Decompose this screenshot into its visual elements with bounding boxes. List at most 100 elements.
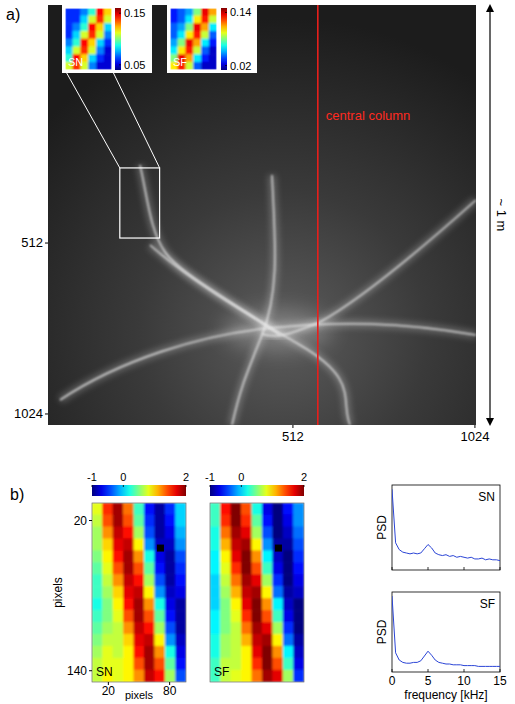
heatmap-cell	[293, 550, 304, 563]
colorbar-tick	[119, 64, 121, 65]
heatmap-cell	[165, 586, 176, 599]
y-tick-label: 1024	[14, 406, 43, 421]
colorbar-label: 0.05	[124, 59, 145, 71]
heatmap-cell	[65, 31, 73, 39]
heatmap-cell	[96, 62, 104, 70]
colorbar-label: 0.14	[230, 6, 251, 18]
heatmap-cell	[80, 23, 88, 31]
heatmap-cell	[123, 634, 134, 647]
panel-label: b)	[10, 486, 24, 503]
heatmap-cell	[144, 527, 155, 540]
heatmap-cell	[123, 574, 134, 587]
y-tick	[89, 670, 92, 671]
x-tick-label: 15	[493, 674, 507, 688]
heatmap-cell	[231, 515, 242, 528]
heatmap-cell	[262, 503, 273, 515]
inset-label: SF	[173, 56, 187, 68]
heatmap-cell	[154, 574, 165, 587]
heatmap-cell	[133, 515, 144, 528]
heatmap-cell	[283, 550, 294, 563]
x-tick	[500, 669, 501, 672]
caustic-glow	[320, 200, 476, 322]
heatmap-cell	[185, 31, 193, 39]
heatmap-cell	[262, 598, 273, 611]
colorbar-tick	[225, 65, 227, 66]
heatmap-cell	[283, 670, 294, 682]
inset-background	[62, 5, 152, 73]
heatmap-cell	[102, 503, 113, 515]
heatmap-cell	[113, 622, 124, 635]
colorbar-tick	[92, 485, 93, 487]
heatmap-cell	[102, 515, 113, 528]
heatmap-cell	[293, 539, 304, 552]
colorbar-tick	[123, 485, 124, 487]
x-tick	[392, 567, 393, 570]
y-tick	[45, 243, 48, 244]
heatmap-cell	[231, 586, 242, 599]
heatmap-cell	[272, 634, 283, 647]
heatmap-cell	[175, 634, 186, 647]
heatmap-cell	[96, 54, 104, 62]
heatmap-cell	[133, 562, 144, 575]
heatmap-cell	[293, 503, 304, 515]
heatmap-cell	[102, 562, 113, 575]
x-tick	[428, 567, 429, 570]
heatmap-cell	[283, 646, 294, 659]
heatmap-cell	[123, 646, 134, 659]
heatmap-cell	[133, 527, 144, 540]
heatmap-cell	[73, 15, 81, 23]
heatmap-cell	[231, 550, 242, 563]
heatmap-cell	[133, 670, 144, 682]
heatmap-cell	[92, 515, 103, 528]
heatmap-cell	[201, 62, 209, 70]
heatmap-cell	[231, 574, 242, 587]
heatmap-cell	[123, 503, 134, 515]
heatmap-cell	[154, 670, 165, 682]
heatmap-cell	[165, 503, 176, 515]
marker-square	[157, 545, 164, 552]
heatmap-cell	[154, 634, 165, 647]
heatmap-cell	[144, 610, 155, 623]
heatmap-cell	[92, 539, 103, 552]
plot-area	[392, 596, 500, 666]
heatmap-cell	[73, 23, 81, 31]
x-tick-label: 1024	[460, 429, 489, 444]
heatmap-cell	[154, 622, 165, 635]
heatmap-cell	[220, 586, 231, 599]
heatmap-cell	[293, 634, 304, 647]
heatmap-cell	[272, 610, 283, 623]
heatmap-cell	[88, 31, 96, 39]
heatmap-cell	[241, 622, 252, 635]
heatmap-cell	[293, 598, 304, 611]
heatmap-cell	[73, 46, 81, 54]
plot-frame	[392, 592, 500, 672]
heatmap-cell	[251, 574, 262, 587]
heatmap-cell	[272, 646, 283, 659]
heatmap-cell	[272, 598, 283, 611]
heatmap-cell	[123, 658, 134, 671]
heatmap-cell	[144, 550, 155, 563]
heatmap-cells	[210, 503, 304, 682]
heatmap-cell	[241, 539, 252, 552]
heatmap-cell	[102, 550, 113, 563]
central-column-line	[317, 5, 319, 425]
heatmap-cell	[293, 586, 304, 599]
heatmap-cell	[241, 574, 252, 587]
heatmap-cell	[272, 562, 283, 575]
heatmap-cell	[92, 503, 103, 515]
heatmap-cell	[96, 8, 104, 16]
heatmap-cell	[154, 610, 165, 623]
heatmap-label: SN	[96, 665, 113, 679]
heatmap-cells	[65, 8, 112, 70]
heatmap-cell	[154, 562, 165, 575]
heatmap-cell	[178, 23, 186, 31]
heatmap-cell	[251, 550, 262, 563]
heatmap-cell	[220, 622, 231, 635]
caustic-glow	[232, 175, 275, 425]
heatmap-cell	[113, 515, 124, 528]
heatmap-cell	[113, 539, 124, 552]
heatmap-cell	[185, 8, 193, 16]
heatmap-cell	[92, 550, 103, 563]
y-tick-label: 20	[74, 514, 88, 528]
heatmap-cell	[88, 39, 96, 47]
